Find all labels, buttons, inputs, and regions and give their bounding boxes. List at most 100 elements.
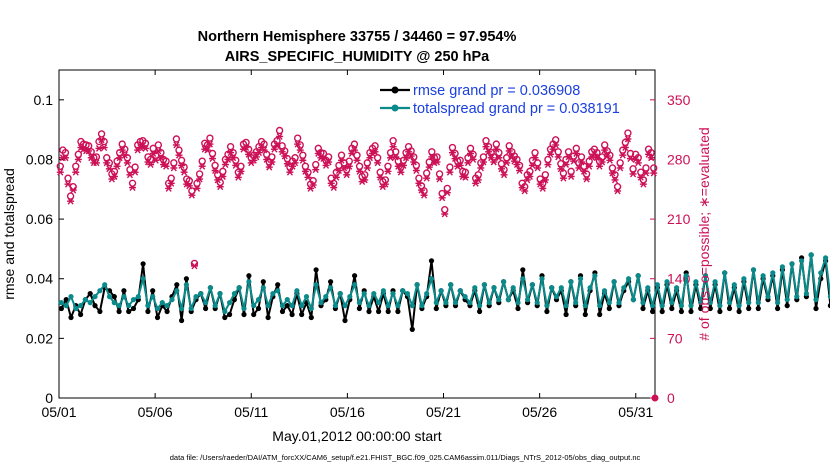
rmse-point <box>827 303 830 309</box>
obs-possible-marker <box>172 135 181 143</box>
asterisk-stroke <box>160 161 167 169</box>
spread-point <box>467 300 473 306</box>
rmse-point <box>563 311 569 318</box>
asterisk-stroke <box>304 173 312 181</box>
spread-point <box>597 303 603 309</box>
obs-possible-marker <box>443 184 452 193</box>
asterisk-stroke <box>93 159 100 167</box>
spread-point <box>366 303 372 309</box>
obs-evaluated-marker <box>291 159 299 167</box>
asterisk-stroke <box>333 173 340 181</box>
rmse-point <box>342 317 348 324</box>
obs-evaluated-marker <box>196 175 204 183</box>
obs-evaluated-marker <box>552 141 560 149</box>
obs-evaluated-marker <box>214 176 222 184</box>
obs-evaluated-marker <box>281 152 289 160</box>
spread-point <box>313 282 319 288</box>
spread-point <box>698 300 704 306</box>
obs-evaluated-marker <box>211 167 219 174</box>
x-tick-label: 05/16 <box>330 404 365 420</box>
asterisk-stroke <box>428 153 435 161</box>
asterisk-stroke <box>581 167 588 175</box>
asterisk-stroke <box>475 176 482 184</box>
obs-possible-marker <box>211 161 219 170</box>
asterisk-stroke <box>441 210 448 218</box>
asterisk-stroke <box>539 184 546 192</box>
asterisk-stroke <box>619 151 626 159</box>
spread-point <box>525 297 531 303</box>
rmse-point <box>174 282 180 288</box>
spread-point <box>409 303 415 309</box>
spread-point <box>741 276 747 282</box>
asterisk-stroke <box>106 165 113 173</box>
obs-evaluated-marker <box>175 151 183 159</box>
obs-evaluated-marker <box>301 167 309 175</box>
spread-point <box>799 258 805 264</box>
asterisk-stroke <box>330 184 337 192</box>
asterisk-stroke <box>196 175 203 183</box>
asterisk-stroke <box>77 144 84 151</box>
legend-box <box>374 76 644 120</box>
spread-point <box>779 264 786 270</box>
asterisk-stroke <box>361 176 368 184</box>
asterisk-stroke <box>268 158 275 166</box>
obs-possible-marker <box>193 179 201 188</box>
obs-possible-marker <box>208 149 217 158</box>
obs-possible-marker <box>479 153 488 161</box>
asterisk-stroke <box>114 162 121 170</box>
obs-evaluated-marker <box>570 157 578 165</box>
obs-evaluated-marker <box>252 153 260 161</box>
asterisk-stroke <box>75 156 82 163</box>
spread-point <box>650 303 656 309</box>
spread-point <box>347 294 353 300</box>
spread-point <box>400 288 406 294</box>
spread-point <box>477 303 483 309</box>
obs-evaluated-marker <box>221 161 229 169</box>
asterisk-stroke <box>452 155 459 163</box>
obs-evaluated-marker <box>110 173 118 180</box>
obs-possible-marker <box>526 167 534 176</box>
asterisk-stroke <box>57 168 64 176</box>
spread-point <box>68 294 74 300</box>
obs-evaluated-marker <box>611 176 619 184</box>
obs-possible-marker <box>415 174 423 182</box>
rmse-point <box>251 311 257 318</box>
asterisk-stroke <box>204 146 211 154</box>
spread-point <box>683 273 689 279</box>
asterisk-stroke <box>111 173 118 180</box>
obs-evaluated-marker <box>278 148 286 156</box>
obs-possible-marker <box>466 144 475 153</box>
asterisk-stroke <box>480 158 487 166</box>
spread-point <box>616 300 622 306</box>
obs-evaluated-marker <box>141 144 149 152</box>
obs-possible-marker <box>195 170 204 178</box>
obs-possible-marker <box>492 140 501 148</box>
spread-point <box>688 303 694 309</box>
obs-evaluated-marker <box>343 171 351 179</box>
rmse-point <box>164 308 170 315</box>
spread-point <box>827 294 830 300</box>
asterisk-stroke <box>245 150 252 158</box>
asterisk-stroke <box>433 158 441 166</box>
obs-evaluated-marker <box>216 183 224 191</box>
spread-point <box>587 285 593 291</box>
spread-point <box>457 288 463 294</box>
obs-evaluated-marker <box>219 173 227 180</box>
obs-possible-marker <box>198 157 206 165</box>
obs-possible-marker <box>95 137 103 146</box>
obs-possible-marker <box>72 162 80 170</box>
asterisk-stroke <box>413 167 420 174</box>
asterisk-stroke <box>98 136 105 144</box>
spread-point <box>544 303 550 309</box>
obs-evaluated-marker <box>410 158 418 166</box>
rmse-point <box>544 308 550 315</box>
asterisk-stroke <box>173 141 180 149</box>
obs-possible-marker <box>611 171 619 179</box>
spread-point <box>501 279 507 285</box>
spread-point <box>621 285 627 291</box>
obs-evaluated-marker <box>172 141 180 149</box>
asterisk-stroke <box>583 175 590 183</box>
rmse-point <box>179 317 185 324</box>
plot-area <box>58 69 656 399</box>
obs-possible-marker <box>293 134 302 142</box>
